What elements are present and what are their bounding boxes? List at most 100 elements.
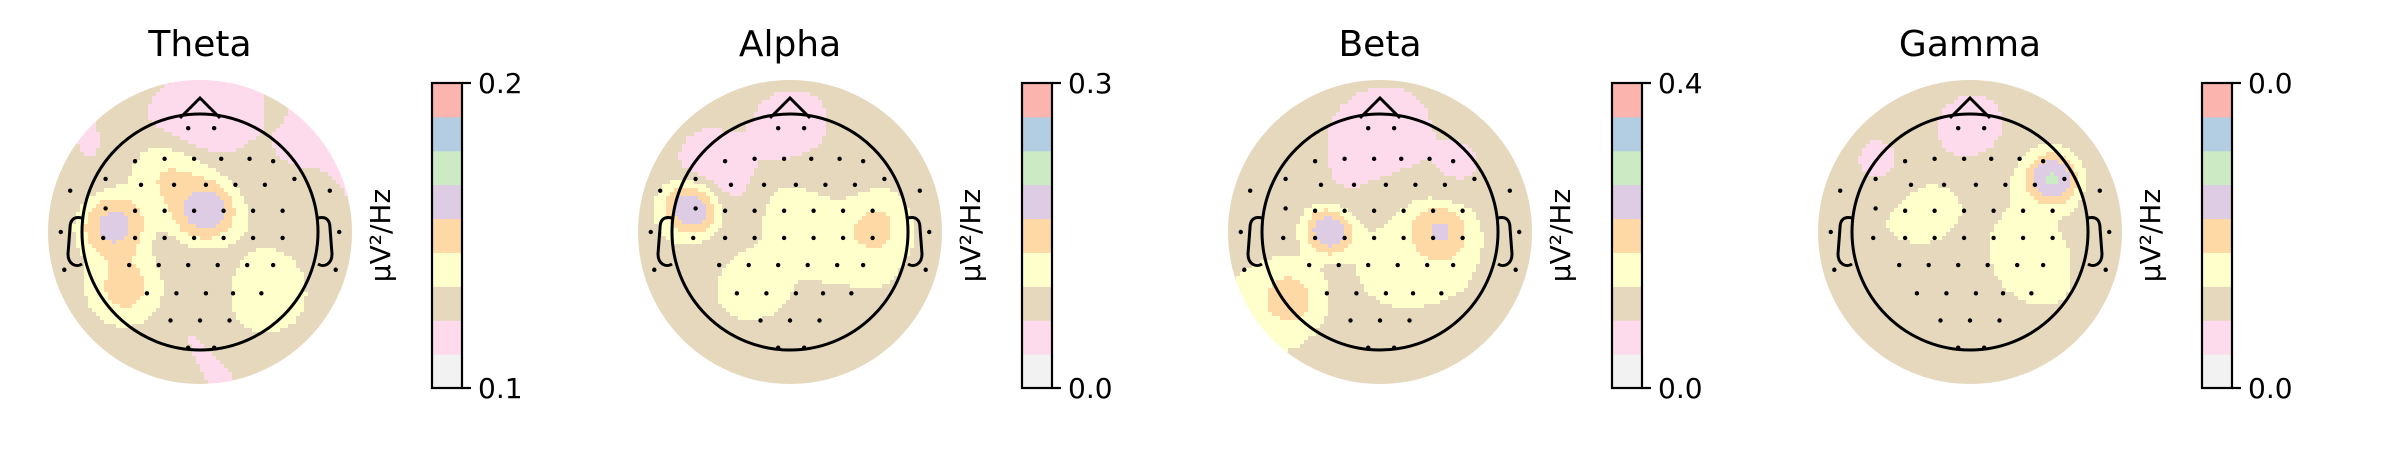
electrode-marker (1828, 229, 1833, 235)
topomap-title: Theta (147, 24, 251, 65)
electrode-marker (840, 208, 846, 213)
electrode-marker (1832, 267, 1837, 272)
colorbar-segment (1612, 150, 1642, 186)
electrode-marker (1442, 182, 1448, 187)
left-ear (1836, 216, 1853, 268)
electrode-marker (1371, 156, 1377, 162)
electrode-marker (658, 188, 663, 193)
electrode-marker (215, 262, 220, 268)
electrode-marker (1902, 208, 1908, 213)
electrode-marker (1401, 235, 1406, 241)
electrode-marker (1366, 262, 1371, 268)
right-ear (317, 216, 334, 268)
electrode-marker (805, 262, 810, 268)
topomap-field (48, 80, 352, 384)
topomap-panel-alpha: Alpha 0.3 0.0 µV²/Hz (638, 24, 1113, 405)
electrode-marker (1460, 208, 1465, 213)
electrode-marker (186, 262, 191, 268)
electrode-marker (1383, 182, 1389, 187)
electrode-marker (191, 208, 197, 213)
electrode-marker (1307, 262, 1312, 268)
electrode-marker (245, 262, 250, 268)
electrode-marker (1873, 206, 1878, 211)
colorbar: 0.0 0.0 µV²/Hz (2134, 67, 2293, 405)
electrode-marker (262, 182, 268, 187)
electrode-marker (1366, 125, 1371, 131)
electrode-marker (203, 182, 209, 187)
electrode-marker (1342, 208, 1347, 213)
electrode-marker (837, 156, 842, 162)
electrode-marker (103, 176, 108, 182)
electrode-marker (2050, 235, 2055, 241)
left-ear (656, 216, 673, 268)
electrode-marker (221, 235, 226, 241)
electrode-marker (691, 235, 696, 241)
electrode-marker (1413, 182, 1418, 187)
electrode-marker (1427, 156, 1432, 162)
colorbar: 0.2 0.1 µV²/Hz (364, 67, 523, 405)
electrode-marker (127, 262, 132, 268)
electrode-marker (1450, 262, 1456, 268)
electrode-marker (1926, 262, 1931, 268)
electrode-marker (250, 235, 256, 241)
electrode-marker (817, 318, 822, 323)
electrode-marker (849, 291, 854, 296)
nose-marker (1358, 95, 1402, 120)
electrode-marker (211, 125, 217, 131)
electrode-marker (852, 182, 858, 187)
electrode-marker (1967, 318, 1973, 323)
electrode-marker (1407, 318, 1412, 323)
electrode-marker (1425, 262, 1430, 268)
electrode-marker (132, 235, 138, 241)
electrode-marker (1391, 125, 1397, 131)
electrode-marker (1908, 182, 1914, 187)
electrode-marker (752, 156, 757, 162)
electrode-marker (801, 345, 807, 350)
electrode-marker (162, 156, 167, 162)
electrode-marker (793, 182, 799, 187)
electrode-marker (1932, 156, 1937, 162)
electrode-marker (227, 318, 232, 323)
electrode-marker (1838, 188, 1843, 193)
electrode-marker (2062, 176, 2067, 182)
colorbar-segment (1022, 286, 1052, 321)
colorbar-unit-label: µV²/Hz (364, 189, 397, 282)
electrode-marker (138, 182, 144, 187)
electrode-marker (233, 182, 238, 187)
electrode-marker (1981, 345, 1987, 350)
electrode-marker (1961, 235, 1967, 241)
colorbar-segment (432, 286, 462, 321)
electrode-marker (1956, 262, 1961, 268)
electrode-marker (781, 156, 787, 162)
electrode-marker (1981, 125, 1987, 131)
electrode-marker (1985, 262, 1990, 268)
colorbar-segment (2202, 320, 2232, 355)
head-outline (1850, 112, 2090, 352)
colorbar-segment (2202, 116, 2232, 152)
electrode-marker (250, 208, 256, 213)
electrode-marker (186, 125, 191, 131)
electrode-marker (1902, 235, 1908, 241)
head-outline (670, 112, 910, 352)
colorbar-unit-label: µV²/Hz (2134, 189, 2167, 282)
electrode-marker (801, 125, 807, 131)
colorbar-min-label: 0.0 (1068, 372, 1113, 405)
colorbar-unit-label: µV²/Hz (1544, 189, 1577, 282)
electrode-marker (1517, 229, 1522, 235)
topomap-field (1818, 80, 2122, 384)
colorbar-segment (1612, 286, 1642, 321)
electrode-marker (132, 208, 138, 213)
electrode-marker (781, 208, 787, 213)
colorbar-segment (1612, 218, 1642, 253)
electrode-marker (1932, 208, 1937, 213)
electrode-marker (1238, 229, 1243, 235)
electrode-marker (1348, 318, 1353, 323)
topomap-panel-theta: Theta 0.2 0.1 µV²/Hz (48, 24, 523, 405)
electrode-marker (746, 262, 751, 268)
colorbar-segment (1022, 320, 1052, 355)
electrode-marker (171, 182, 177, 187)
electrode-marker (1312, 159, 1318, 164)
topomap-title: Alpha (739, 24, 841, 65)
electrode-marker (870, 208, 875, 213)
electrode-marker (1410, 291, 1416, 296)
